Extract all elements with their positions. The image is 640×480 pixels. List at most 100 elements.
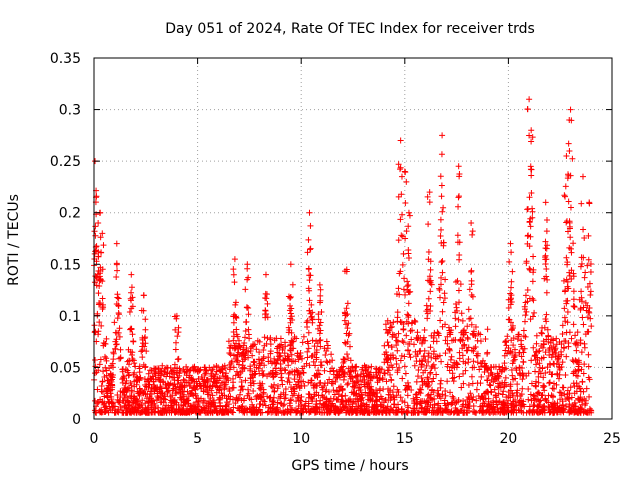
data-point — [410, 341, 417, 348]
data-point — [532, 356, 539, 363]
data-point — [139, 343, 146, 350]
data-point — [448, 364, 455, 371]
data-point — [242, 377, 249, 384]
data-point — [435, 390, 442, 397]
data-point — [397, 318, 404, 325]
data-point — [385, 342, 392, 349]
data-point — [399, 211, 406, 218]
data-point — [444, 363, 451, 370]
data-point — [104, 388, 111, 395]
data-point — [306, 297, 313, 304]
data-point — [101, 353, 108, 360]
data-point — [116, 355, 123, 362]
data-point — [398, 352, 405, 359]
data-point — [543, 216, 550, 223]
data-point — [219, 365, 226, 372]
data-point — [243, 318, 250, 325]
data-point — [526, 219, 533, 226]
data-point — [352, 367, 359, 374]
data-point — [99, 398, 106, 405]
data-point — [127, 326, 134, 333]
data-point — [509, 372, 516, 379]
data-point — [540, 374, 547, 381]
data-point — [429, 396, 436, 403]
data-point — [405, 281, 412, 288]
data-point — [485, 395, 492, 402]
data-point — [94, 386, 101, 393]
data-point — [299, 339, 306, 346]
data-point — [455, 194, 462, 201]
data-point — [443, 406, 450, 413]
data-point — [232, 345, 239, 352]
data-point — [563, 353, 570, 360]
data-point — [226, 361, 233, 368]
data-point — [251, 406, 258, 413]
data-point — [279, 381, 286, 388]
data-point — [119, 379, 126, 386]
data-point — [568, 249, 575, 256]
data-point — [439, 391, 446, 398]
data-point — [167, 393, 174, 400]
data-point — [456, 256, 463, 263]
data-point — [140, 408, 147, 415]
data-point — [397, 357, 404, 364]
data-point — [177, 379, 184, 386]
data-point — [361, 381, 368, 388]
data-point — [133, 381, 140, 388]
data-point — [455, 316, 462, 323]
data-point — [419, 405, 426, 412]
data-point — [155, 370, 162, 377]
data-point — [414, 373, 421, 380]
data-point — [358, 391, 365, 398]
data-point — [95, 301, 102, 308]
data-point — [248, 396, 255, 403]
data-point — [531, 309, 538, 316]
y-tick-labels: 0 0.05 0.1 0.15 0.2 0.25 0.3 0.35 — [50, 51, 81, 428]
data-point — [186, 372, 193, 379]
data-point — [452, 301, 459, 308]
data-point — [556, 409, 563, 416]
data-point — [585, 256, 592, 263]
data-point — [327, 401, 334, 408]
data-point — [472, 324, 479, 331]
data-point — [274, 356, 281, 363]
data-point — [558, 392, 565, 399]
data-point — [400, 250, 407, 257]
data-point — [214, 377, 221, 384]
data-point — [561, 192, 568, 199]
data-point — [317, 319, 324, 326]
data-point — [573, 380, 580, 387]
data-point — [187, 402, 194, 409]
data-point — [230, 352, 237, 359]
data-point — [278, 341, 285, 348]
data-point — [353, 390, 360, 397]
data-point — [540, 382, 547, 389]
data-point — [445, 324, 452, 331]
data-point — [97, 356, 104, 363]
data-point — [402, 169, 409, 176]
data-point — [345, 380, 352, 387]
data-point — [384, 367, 391, 374]
data-point — [507, 387, 514, 394]
data-point — [288, 329, 295, 336]
data-point — [142, 326, 149, 333]
data-point — [519, 385, 526, 392]
data-point — [147, 388, 154, 395]
y-tick-label: 0.2 — [59, 206, 81, 222]
data-point — [306, 287, 313, 294]
data-point — [453, 407, 460, 414]
data-point — [545, 332, 552, 339]
data-point — [418, 340, 425, 347]
data-point — [462, 329, 469, 336]
data-point — [246, 335, 253, 342]
data-point — [349, 383, 356, 390]
data-point — [541, 387, 548, 394]
data-point — [108, 393, 115, 400]
data-point — [281, 357, 288, 364]
data-point — [447, 356, 454, 363]
data-point — [588, 323, 595, 330]
data-point — [372, 397, 379, 404]
data-point — [462, 367, 469, 374]
data-point — [308, 353, 315, 360]
data-point — [126, 357, 133, 364]
